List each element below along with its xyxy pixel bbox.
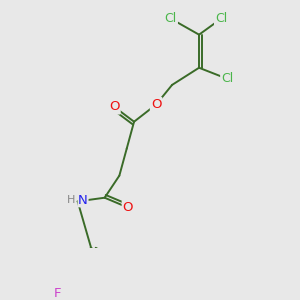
- Text: O: O: [109, 100, 120, 113]
- Text: N: N: [78, 194, 88, 207]
- Text: O: O: [123, 201, 133, 214]
- Text: Cl: Cl: [165, 12, 177, 25]
- Text: Cl: Cl: [215, 12, 227, 25]
- Text: F: F: [53, 287, 61, 300]
- Text: H: H: [67, 195, 75, 205]
- Text: O: O: [151, 98, 161, 111]
- Text: Cl: Cl: [221, 72, 233, 85]
